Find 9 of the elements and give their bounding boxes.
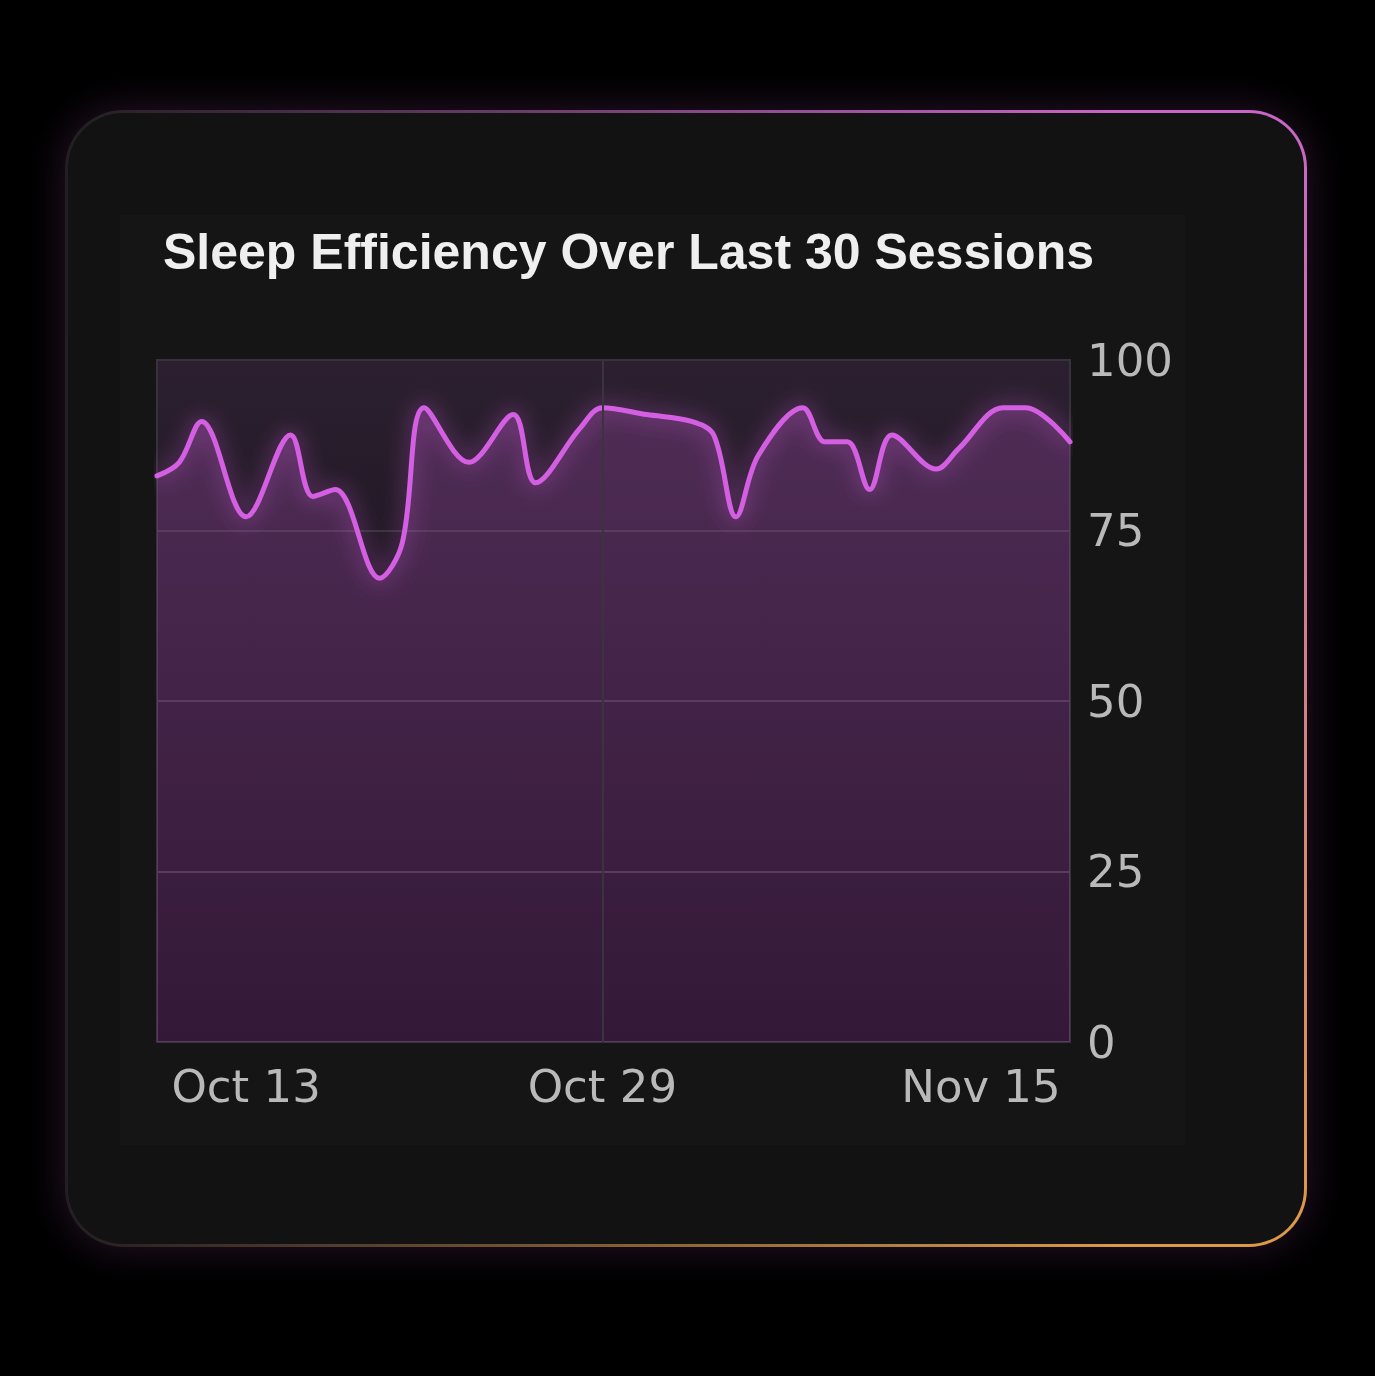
y-tick-label: 50 [1087, 674, 1145, 728]
x-tick-label: Oct 29 [527, 1060, 678, 1113]
x-tick-label: Oct 13 [171, 1060, 321, 1113]
y-tick-label: 25 [1087, 845, 1145, 898]
y-tick-label: 100 [1087, 333, 1173, 387]
x-tick-label: Nov 15 [901, 1060, 1061, 1113]
chart-title: Sleep Efficiency Over Last 30 Sessions [163, 224, 1095, 280]
y-tick-label: 0 [1087, 1015, 1116, 1069]
y-tick-label: 75 [1087, 504, 1145, 557]
